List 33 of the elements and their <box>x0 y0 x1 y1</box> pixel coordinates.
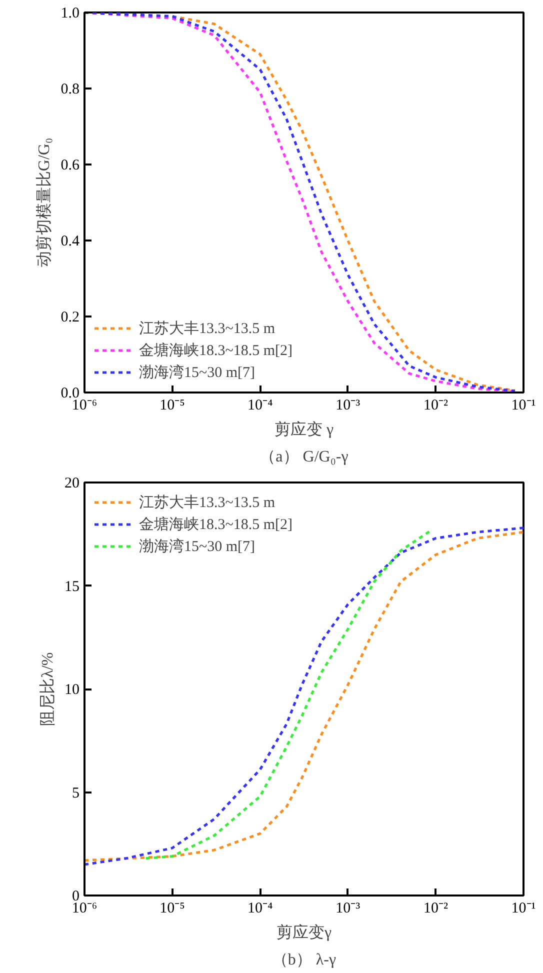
legend-label: 渤海湾15~30 m[7] <box>139 363 256 382</box>
x-tick-label: 10⁻¹ <box>511 398 536 414</box>
legend-label: 金塘海峡18.3~18.5 m[2] <box>139 516 293 534</box>
x-tick-label: 10⁻⁶ <box>72 900 98 916</box>
x-tick-label: 10⁻¹ <box>511 900 536 916</box>
text: （a） G/G₀-γ <box>260 448 348 466</box>
x-tick-label: 10⁻⁴ <box>247 900 273 916</box>
legend-label: 渤海湾15~30 m[7] <box>139 537 256 556</box>
x-tick-label: 10⁻⁵ <box>160 398 185 414</box>
x-tick-label: 10⁻² <box>423 398 448 414</box>
x-axis-title: 剪应变γ <box>276 924 332 942</box>
x-tick-label: 10⁻⁴ <box>247 398 273 414</box>
y-tick-label: 10 <box>64 682 80 698</box>
legend-label: 江苏大丰13.3~13.5 m <box>139 320 276 338</box>
legend-label: 金塘海峡18.3~18.5 m[2] <box>139 342 293 360</box>
y-tick-label: 0.6 <box>60 158 80 174</box>
legend-label: 江苏大丰13.3~13.5 m <box>139 494 276 512</box>
y-tick-label: 1.0 <box>60 6 80 22</box>
x-tick-label: 10⁻⁶ <box>72 398 98 414</box>
y-tick-label: 15 <box>64 578 80 595</box>
y-tick-label: 5 <box>72 785 80 802</box>
x-axis-title: 剪应变 γ <box>274 420 334 438</box>
y-tick-label: 0.8 <box>60 82 80 98</box>
y-tick-label: 20 <box>64 476 80 492</box>
x-tick-label: 10⁻² <box>423 900 448 916</box>
y-axis-title: 阻尼比λ/% <box>38 652 56 726</box>
x-tick-label: 10⁻³ <box>336 900 361 916</box>
y-axis-title: 动剪切模量比G/G₀ <box>34 138 53 268</box>
x-tick-label: 10⁻³ <box>336 398 361 414</box>
y-tick-label: 0.4 <box>60 234 80 250</box>
text: （b） λ-γ <box>272 952 336 968</box>
y-tick-label: 0.2 <box>60 310 80 326</box>
x-tick-label: 10⁻⁵ <box>160 900 185 916</box>
